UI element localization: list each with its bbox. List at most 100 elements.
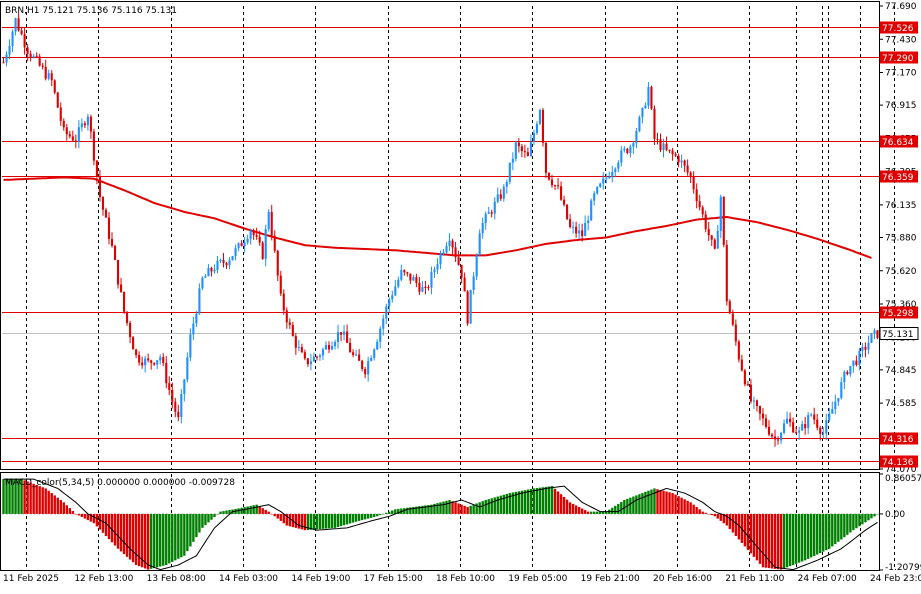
macd-bar — [162, 513, 165, 566]
candle-body — [490, 212, 493, 214]
candle-body — [526, 152, 529, 157]
macd-bar — [71, 511, 75, 514]
macd-bar — [571, 503, 575, 514]
macd-bar — [382, 513, 385, 515]
macd-bar — [746, 513, 750, 550]
macd-bar — [213, 513, 216, 518]
candle-body — [870, 333, 873, 343]
candle-body — [632, 143, 635, 147]
time-axis-label: 19 Feb 05:00 — [508, 574, 567, 584]
price-tick-label: 75.880 — [885, 234, 917, 244]
macd-bar — [704, 512, 707, 514]
macd-bar — [849, 513, 852, 533]
macd-signal-line — [3, 478, 878, 571]
candle-body — [225, 263, 228, 266]
macd-bar — [285, 513, 289, 526]
macd-bar — [671, 493, 674, 514]
candle-body — [590, 200, 593, 221]
macd-bar — [864, 513, 867, 523]
macd-bar — [599, 511, 602, 514]
macd-bar — [686, 500, 689, 514]
macd-bar — [457, 503, 460, 514]
candle-body — [572, 226, 575, 228]
macd-bar — [403, 508, 406, 514]
candle-body — [629, 146, 632, 153]
macd-bar — [508, 493, 512, 514]
candle-body — [686, 165, 689, 173]
candle-body — [50, 73, 53, 81]
candle-body — [439, 253, 442, 265]
candle-body — [44, 66, 47, 79]
candle-body — [840, 382, 843, 399]
price-level-label: 74.136 — [882, 458, 914, 468]
macd-bar — [553, 488, 557, 514]
candle-body — [505, 181, 508, 187]
macd-bar — [264, 509, 267, 514]
macd-bar — [511, 492, 515, 514]
macd-bar — [225, 510, 228, 514]
candle-body — [563, 199, 566, 205]
macd-bar — [556, 491, 560, 514]
candle-body — [264, 229, 267, 259]
time-axis-label: 17 Feb 15:00 — [364, 574, 423, 584]
macd-bar — [493, 497, 496, 514]
candle-body — [373, 349, 376, 358]
macd-bar — [216, 513, 219, 515]
candle-body — [725, 244, 728, 302]
time-axis-label: 19 Feb 21:00 — [581, 574, 640, 584]
candle-body — [186, 357, 189, 380]
candle-body — [243, 242, 246, 247]
candle-body — [14, 18, 17, 32]
candle-body — [813, 414, 816, 420]
macd-bar — [267, 511, 270, 514]
macd-bar — [767, 513, 771, 569]
macd-bar — [261, 508, 264, 514]
macd-bar — [773, 513, 777, 569]
macd-bar — [472, 504, 475, 514]
candle-body — [352, 352, 355, 355]
macd-bar — [644, 491, 647, 514]
candle-body — [704, 214, 707, 230]
candle-body — [665, 143, 668, 150]
macd-bar — [327, 513, 331, 529]
candle-body — [285, 310, 288, 323]
candle-body — [740, 359, 743, 371]
candle-body — [478, 233, 481, 256]
macd-bar — [755, 513, 759, 561]
macd-bar — [806, 513, 810, 559]
macd-bar — [246, 506, 249, 514]
macd-bar — [228, 509, 231, 514]
macd-bar — [611, 507, 614, 514]
macd-bar — [843, 513, 846, 538]
candle-body — [786, 418, 789, 424]
macd-bar — [460, 504, 463, 514]
candle-body — [255, 235, 258, 237]
macd-bar — [2, 479, 5, 514]
candle-body — [617, 162, 620, 169]
macd-bar — [641, 493, 644, 514]
macd-bar — [379, 513, 382, 516]
candle-body — [635, 131, 638, 144]
candle-body — [95, 160, 98, 177]
macd-bar — [647, 490, 650, 514]
candle-body — [620, 150, 623, 163]
price-tick-label: 77.170 — [885, 69, 917, 79]
candle-body — [183, 379, 186, 394]
macd-tick-label: -1.20799 — [885, 563, 921, 573]
macd-bar — [439, 502, 442, 514]
candle-body — [53, 80, 56, 93]
macd-bar — [550, 486, 554, 514]
candle-body — [502, 186, 505, 199]
macd-bar — [719, 513, 722, 521]
macd-bar — [273, 513, 276, 517]
macd-bar — [98, 513, 102, 530]
price-tick-label: 77.690 — [885, 2, 917, 12]
macd-bar — [852, 513, 855, 531]
macd-bar — [110, 513, 114, 543]
macd-bar — [837, 513, 840, 542]
candle-body — [641, 107, 644, 118]
macd-bar — [761, 513, 765, 568]
candle-body — [454, 247, 457, 258]
